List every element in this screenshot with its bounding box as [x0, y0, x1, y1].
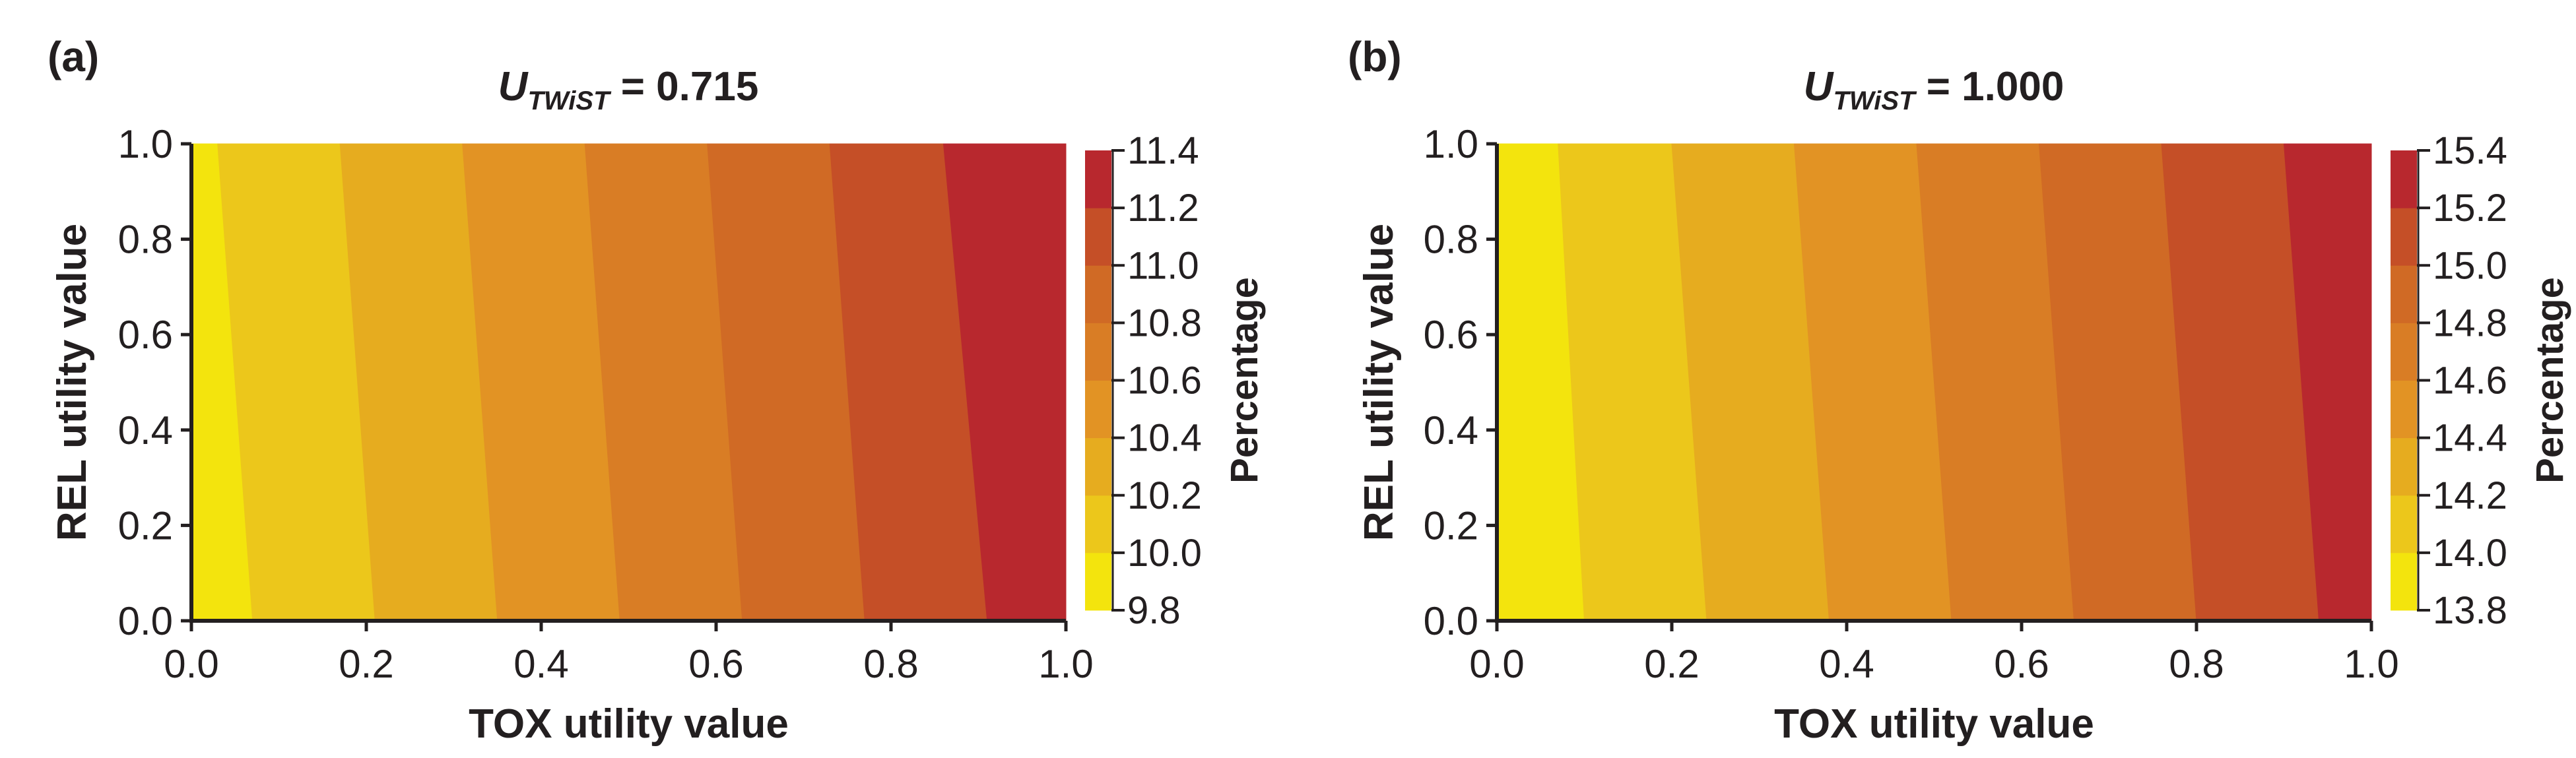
- contour-bands: [1496, 143, 2372, 621]
- colorbar-tick-label: 9.8: [1127, 589, 1181, 632]
- colorbar-segment-4: [2391, 380, 2417, 439]
- colorbar-segment-7: [2391, 208, 2417, 266]
- y-tick-label: 0.2: [1424, 503, 1478, 548]
- colorbar-segment-2: [2391, 495, 2417, 553]
- x-tick-label: 0.0: [1469, 642, 1524, 686]
- colorbar-tick-label: 14.2: [2433, 474, 2507, 517]
- colorbar-tick-label: 10.0: [1127, 532, 1202, 575]
- y-tick-label: 0.4: [118, 408, 173, 453]
- colorbar-segment-1: [2391, 552, 2417, 611]
- colorbar-tick-label: 14.0: [2433, 532, 2507, 575]
- colorbar-segment-7: [1085, 208, 1111, 266]
- colorbar-tick-label: 10.2: [1127, 474, 1202, 517]
- colorbar-segment-3: [2391, 437, 2417, 496]
- colorbar-tick-label: 15.0: [2433, 244, 2507, 287]
- y-tick-label: 0.8: [1424, 218, 1478, 262]
- colorbar-segment-5: [2391, 323, 2417, 381]
- x-axis-title: TOX utility value: [1774, 701, 2094, 747]
- y-tick-label: 0.4: [1424, 408, 1478, 453]
- y-tick-label: 1.0: [118, 122, 173, 166]
- colorbar-tick-label: 11.4: [1127, 129, 1199, 172]
- colorbar-tick-label: 14.6: [2433, 360, 2507, 402]
- y-axis-title: REL utility value: [1356, 224, 1402, 541]
- x-tick-label: 0.0: [164, 642, 218, 686]
- x-tick-label: 0.4: [1819, 642, 1874, 686]
- y-tick-label: 0.0: [118, 599, 173, 643]
- x-tick-label: 0.2: [339, 642, 393, 686]
- x-tick-label: 1.0: [1038, 642, 1093, 686]
- colorbar-title: Percentage: [1223, 277, 1266, 484]
- colorbar-tick-label: 14.4: [2433, 417, 2507, 460]
- colorbar-title: Percentage: [2528, 277, 2571, 484]
- colorbar-segment-2: [1085, 495, 1111, 553]
- x-tick-label: 1.0: [2344, 642, 2398, 686]
- x-tick-label: 0.4: [513, 642, 568, 686]
- colorbar-segment-6: [2391, 265, 2417, 323]
- title-value: = 1.000: [1915, 64, 2064, 110]
- colorbar-tick-label: 14.8: [2433, 301, 2507, 344]
- y-axis-title: REL utility value: [50, 224, 95, 541]
- colorbar-segment-3: [1085, 437, 1111, 496]
- colorbar-tick-label: 10.4: [1127, 417, 1202, 460]
- y-tick-label: 0.6: [1424, 313, 1478, 357]
- title-value: = 0.715: [610, 64, 759, 110]
- y-tick-label: 0.6: [118, 313, 173, 357]
- colorbar-segment-4: [1085, 380, 1111, 439]
- colorbar-segment-1: [1085, 552, 1111, 611]
- colorbar: 13.8 14.0 14.2 14.4 14.6 14.8 15.0 15.2 15.4 Perc…: [2391, 129, 2571, 632]
- y-tick-label: 1.0: [1424, 122, 1478, 166]
- colorbar-segment-8: [2391, 150, 2417, 208]
- colorbar-segment-5: [1085, 323, 1111, 381]
- colorbar-tick-label: 10.8: [1127, 301, 1202, 344]
- y-tick-label: 0.2: [118, 503, 173, 548]
- y-axis-ticks: 0.0 0.2 0.4 0.6 0.8 1.0: [118, 122, 191, 643]
- x-axis-title: TOX utility value: [469, 701, 789, 747]
- y-axis-ticks: 0.0 0.2 0.4 0.6 0.8 1.0: [1424, 122, 1497, 643]
- y-tick-label: 0.8: [118, 218, 173, 262]
- title-subscript: TWiST: [527, 86, 612, 115]
- title-u: U: [498, 64, 529, 110]
- plot-title: UTWiST = 1.000: [1804, 64, 2064, 115]
- plot-title: UTWiST = 0.715: [498, 64, 759, 115]
- panel-label: (a): [48, 33, 99, 80]
- colorbar-segment-6: [1085, 265, 1111, 323]
- x-tick-label: 0.8: [2169, 642, 2224, 686]
- colorbar-tick-label: 11.0: [1127, 244, 1199, 287]
- y-tick-label: 0.0: [1424, 599, 1478, 643]
- x-tick-label: 0.6: [1994, 642, 2049, 686]
- title-subscript: TWiST: [1833, 86, 1917, 115]
- colorbar-tick-label: 15.2: [2433, 187, 2507, 230]
- x-axis-ticks: 0.0 0.2 0.4 0.6 0.8 1.0: [1469, 621, 2399, 686]
- colorbar-tick-label: 10.6: [1127, 360, 1202, 402]
- colorbar-tick-label: 15.4: [2433, 129, 2507, 172]
- title-u: U: [1804, 64, 1835, 110]
- colorbar: 9.8 10.0 10.2 10.4 10.6 10.8 11.0 11.2 11.4 Perce…: [1085, 129, 1266, 632]
- x-tick-label: 0.8: [863, 642, 918, 686]
- colorbar-tick-label: 13.8: [2433, 589, 2507, 632]
- x-tick-label: 0.2: [1644, 642, 1699, 686]
- x-axis-ticks: 0.0 0.2 0.4 0.6 0.8 1.0: [164, 621, 1094, 686]
- colorbar-segment-8: [1085, 150, 1111, 208]
- colorbar-tick-label: 11.2: [1127, 187, 1199, 230]
- contour-bands: [191, 143, 1067, 621]
- x-tick-label: 0.6: [688, 642, 743, 686]
- panel-label: (b): [1348, 33, 1402, 80]
